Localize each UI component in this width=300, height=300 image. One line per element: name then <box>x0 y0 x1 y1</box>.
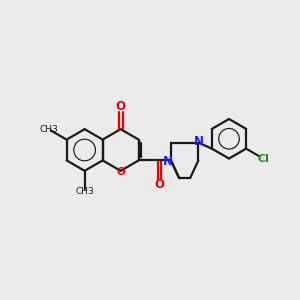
Text: N: N <box>163 155 173 168</box>
Text: O: O <box>116 100 126 112</box>
Text: CH3: CH3 <box>75 187 94 196</box>
Text: Cl: Cl <box>258 154 270 164</box>
Text: N: N <box>194 135 204 148</box>
Text: O: O <box>154 178 164 191</box>
Text: O: O <box>116 167 125 177</box>
Text: CH3: CH3 <box>40 125 58 134</box>
